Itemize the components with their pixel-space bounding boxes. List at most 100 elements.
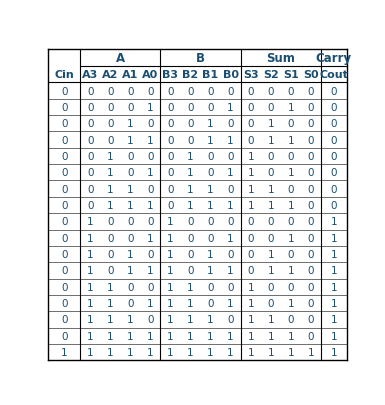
- Text: 0: 0: [87, 184, 94, 194]
- Text: 0: 0: [207, 151, 214, 162]
- Text: 0: 0: [87, 102, 94, 113]
- Text: 1: 1: [87, 298, 94, 308]
- Text: 1: 1: [167, 331, 174, 341]
- Text: 0: 0: [288, 86, 294, 96]
- Text: 0: 0: [61, 102, 67, 113]
- Text: 0: 0: [228, 315, 234, 325]
- Text: 1: 1: [330, 233, 337, 243]
- Text: Carry: Carry: [316, 52, 352, 65]
- Text: 0: 0: [308, 233, 314, 243]
- Text: 1: 1: [288, 200, 294, 211]
- Text: 1: 1: [330, 298, 337, 308]
- Text: 0: 0: [308, 184, 314, 194]
- Text: 0: 0: [87, 86, 94, 96]
- Text: 1: 1: [268, 331, 274, 341]
- Text: 0: 0: [187, 102, 194, 113]
- Text: 1: 1: [288, 331, 294, 341]
- Text: 0: 0: [61, 119, 67, 129]
- Text: 0: 0: [330, 168, 337, 178]
- Text: 1: 1: [247, 184, 254, 194]
- Text: 0: 0: [228, 249, 234, 260]
- Text: 1: 1: [61, 347, 67, 357]
- Text: 0: 0: [87, 168, 94, 178]
- Text: 0: 0: [127, 151, 134, 162]
- Text: 0: 0: [308, 151, 314, 162]
- Text: 1: 1: [87, 233, 94, 243]
- Text: 0: 0: [107, 119, 114, 129]
- Text: 1: 1: [207, 266, 214, 276]
- Text: 0: 0: [308, 282, 314, 292]
- Text: 0: 0: [167, 151, 174, 162]
- Text: 0: 0: [268, 233, 274, 243]
- Text: 0: 0: [187, 119, 194, 129]
- Text: 1: 1: [207, 249, 214, 260]
- Text: 1: 1: [288, 135, 294, 145]
- Text: 1: 1: [207, 200, 214, 211]
- Text: 1: 1: [167, 217, 174, 227]
- Text: 1: 1: [247, 347, 254, 357]
- Text: 0: 0: [61, 86, 67, 96]
- Text: 1: 1: [107, 347, 114, 357]
- Text: 0: 0: [167, 168, 174, 178]
- Text: 0: 0: [207, 86, 214, 96]
- Text: 0: 0: [308, 266, 314, 276]
- Text: 1: 1: [187, 298, 194, 308]
- Text: 1: 1: [288, 298, 294, 308]
- Text: 1: 1: [87, 266, 94, 276]
- Text: 1: 1: [227, 168, 234, 178]
- Text: 0: 0: [61, 135, 67, 145]
- Text: 1: 1: [227, 266, 234, 276]
- Text: 0: 0: [167, 102, 174, 113]
- Text: 1: 1: [87, 249, 94, 260]
- Text: 0: 0: [127, 86, 134, 96]
- Text: 0: 0: [107, 86, 114, 96]
- Text: 1: 1: [147, 168, 154, 178]
- Text: 0: 0: [87, 119, 94, 129]
- Text: 1: 1: [247, 151, 254, 162]
- Text: 1: 1: [330, 266, 337, 276]
- Text: 1: 1: [227, 347, 234, 357]
- Text: 0: 0: [308, 298, 314, 308]
- Text: 1: 1: [330, 331, 337, 341]
- Text: 1: 1: [147, 298, 154, 308]
- Text: A0: A0: [142, 70, 159, 80]
- Text: 0: 0: [61, 249, 67, 260]
- Text: 1: 1: [268, 184, 274, 194]
- Text: 0: 0: [61, 315, 67, 325]
- Text: Cout: Cout: [319, 70, 348, 80]
- Text: 1: 1: [207, 135, 214, 145]
- Text: 0: 0: [268, 282, 274, 292]
- Text: 0: 0: [147, 282, 154, 292]
- Text: 1: 1: [268, 135, 274, 145]
- Text: 0: 0: [268, 298, 274, 308]
- Text: 0: 0: [330, 200, 337, 211]
- Text: 1: 1: [247, 315, 254, 325]
- Text: 1: 1: [288, 266, 294, 276]
- Text: 1: 1: [268, 266, 274, 276]
- Text: 0: 0: [147, 184, 154, 194]
- Text: 0: 0: [61, 282, 67, 292]
- Text: 0: 0: [308, 86, 314, 96]
- Text: 0: 0: [61, 184, 67, 194]
- Text: 1: 1: [187, 200, 194, 211]
- Text: 1: 1: [330, 217, 337, 227]
- Text: 0: 0: [288, 119, 294, 129]
- Text: 0: 0: [167, 119, 174, 129]
- Text: 0: 0: [288, 151, 294, 162]
- Text: 0: 0: [308, 168, 314, 178]
- Text: 1: 1: [107, 298, 114, 308]
- Text: 0: 0: [147, 119, 154, 129]
- Text: 1: 1: [207, 331, 214, 341]
- Text: 1: 1: [207, 184, 214, 194]
- Text: 1: 1: [207, 315, 214, 325]
- Text: A3: A3: [82, 70, 98, 80]
- Text: 0: 0: [61, 168, 67, 178]
- Text: 1: 1: [330, 282, 337, 292]
- Text: 1: 1: [227, 102, 234, 113]
- Text: 1: 1: [107, 315, 114, 325]
- Text: 1: 1: [127, 347, 134, 357]
- Text: 0: 0: [308, 200, 314, 211]
- Text: 1: 1: [268, 119, 274, 129]
- Text: 1: 1: [107, 331, 114, 341]
- Text: 0: 0: [127, 168, 134, 178]
